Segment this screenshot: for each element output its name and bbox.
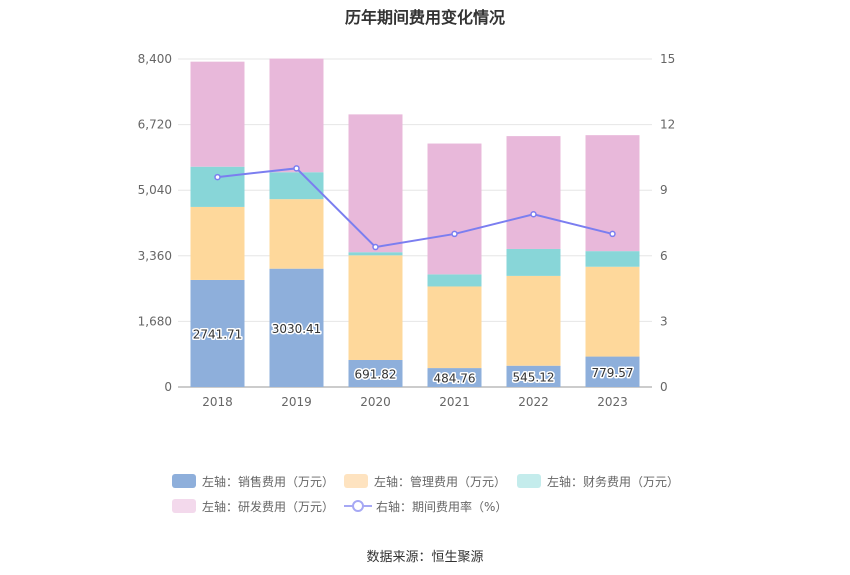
bar-sales xyxy=(348,359,403,387)
bar-sales xyxy=(427,368,482,387)
data-label-sales: 779.57 xyxy=(592,366,634,380)
bar-rnd xyxy=(269,58,324,173)
chart-plot: 0 0 1,680 3 3,360 6 5,040 9 6,720 12 8,400 15 2018 20… xyxy=(138,52,676,409)
line-rate-point xyxy=(214,173,221,181)
bar-sales xyxy=(190,279,245,387)
bar-admin xyxy=(348,255,403,360)
legend-item-rate[interactable]: 右轴：期间费用率（%） xyxy=(344,498,507,514)
x-axis-tick-label: 2018 xyxy=(202,395,233,409)
bar-rnd xyxy=(506,136,561,249)
left-axis-tick-label: 8,400 xyxy=(138,52,172,66)
right-axis-tick-label: 0 xyxy=(660,380,668,394)
legend-item-rnd[interactable]: 左轴：研发费用（万元） xyxy=(172,498,334,514)
bar-admin xyxy=(190,206,245,280)
bar-admin xyxy=(585,266,640,357)
right-axis-tick-label: 6 xyxy=(660,249,668,263)
x-axis-tick-label: 2020 xyxy=(360,395,391,409)
left-axis-tick-label: 0 xyxy=(164,380,172,394)
legend-swatch-sales xyxy=(172,474,196,488)
x-axis-tick-label: 2021 xyxy=(439,395,470,409)
left-axis-tick-label: 6,720 xyxy=(138,118,172,132)
bar-finance xyxy=(585,251,640,267)
bar-finance xyxy=(506,248,561,276)
left-axis-tick-label: 1,680 xyxy=(138,314,172,328)
data-label-sales: 484.76 xyxy=(434,372,476,386)
data-label-sales: 691.82 xyxy=(355,367,397,381)
line-rate-point xyxy=(609,230,616,238)
bar-admin xyxy=(427,286,482,369)
right-axis-tick-label: 12 xyxy=(660,118,675,132)
bar-rnd xyxy=(190,61,245,167)
bar-finance xyxy=(427,274,482,287)
bar-finance xyxy=(190,166,245,207)
bar-admin xyxy=(269,199,324,269)
left-axis-tick-label: 3,360 xyxy=(138,249,172,263)
legend-swatch-rnd xyxy=(172,499,196,513)
legend-item-finance[interactable]: 左轴：财务费用（万元） xyxy=(517,473,679,489)
chart-title: 历年期间费用变化情况 xyxy=(344,8,505,27)
left-axis-tick-label: 5,040 xyxy=(138,183,172,197)
right-axis-tick-label: 9 xyxy=(660,183,668,197)
legend-swatch-rate xyxy=(344,500,372,512)
legend-label-finance: 左轴：财务费用（万元） xyxy=(547,474,680,489)
x-axis-tick-label: 2023 xyxy=(597,395,628,409)
legend-label-sales: 左轴：销售费用（万元） xyxy=(202,474,335,489)
x-axis-tick-label: 2019 xyxy=(281,395,312,409)
right-axis-tick-label: 15 xyxy=(660,52,675,66)
x-axis-tick-label: 2022 xyxy=(518,395,549,409)
legend-item-sales[interactable]: 左轴：销售费用（万元） xyxy=(172,473,334,489)
bar-sales xyxy=(506,365,561,387)
data-label-sales: 3030.41 xyxy=(272,322,322,336)
data-source: 数据来源：恒生聚源 xyxy=(366,550,484,565)
line-rate-point xyxy=(293,165,300,172)
legend-label-rate: 右轴：期间费用率（%） xyxy=(376,499,508,514)
legend-swatch-finance xyxy=(517,474,541,488)
line-rate-point xyxy=(372,243,379,251)
legend-swatch-admin xyxy=(344,474,368,488)
bar-rnd xyxy=(427,143,482,275)
data-label-sales: 2741.71 xyxy=(193,327,243,341)
line-rate-point xyxy=(530,211,537,218)
line-rate xyxy=(217,167,613,249)
bar-sales xyxy=(585,356,640,387)
bar-sales xyxy=(269,268,324,387)
bar-rnd xyxy=(348,114,403,253)
data-label-sales: 545.12 xyxy=(513,370,555,384)
legend-label-rnd: 左轴：研发费用（万元） xyxy=(202,499,335,514)
legend-item-admin[interactable]: 左轴：管理费用（万元） xyxy=(344,473,506,489)
right-axis-tick-label: 3 xyxy=(660,314,668,328)
line-rate-point xyxy=(451,230,458,238)
bar-finance xyxy=(348,252,403,256)
bar-finance xyxy=(269,172,324,200)
bar-admin xyxy=(506,275,561,366)
legend-label-admin: 左轴：管理费用（万元） xyxy=(374,474,507,489)
